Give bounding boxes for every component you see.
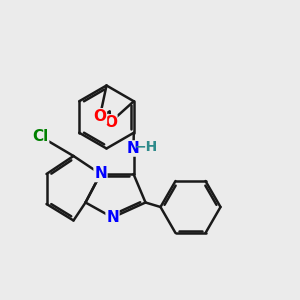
Text: Cl: Cl	[32, 129, 49, 144]
Text: O: O	[94, 109, 106, 124]
Text: N: N	[106, 210, 119, 225]
Text: N: N	[127, 141, 140, 156]
Text: N: N	[94, 167, 107, 182]
Text: O: O	[104, 115, 117, 130]
Text: −H: −H	[134, 140, 158, 154]
